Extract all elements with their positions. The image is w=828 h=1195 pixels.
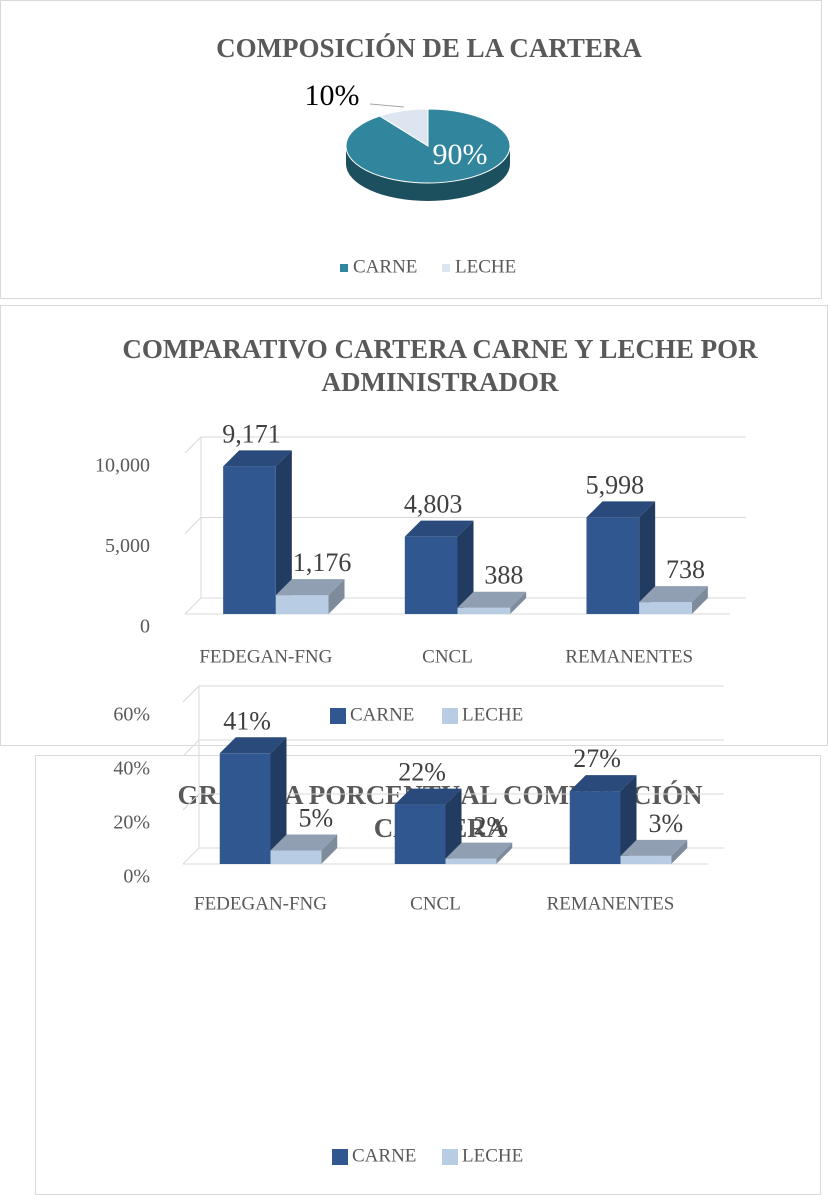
bar-side bbox=[496, 842, 513, 864]
grid-line bbox=[182, 793, 724, 811]
bar-top bbox=[270, 834, 338, 851]
panel bbox=[0, 305, 828, 746]
legend-label: LECHE bbox=[462, 704, 523, 725]
grid-line bbox=[182, 739, 724, 757]
legend-swatch bbox=[442, 708, 458, 724]
chart-title: COMPARATIVO CARTERA CARNE Y LECHE POR AD… bbox=[122, 334, 758, 397]
y-tick-label: 10,000 bbox=[95, 455, 150, 477]
chart-title: COMPOSICIÓN DE LA CARTERA bbox=[216, 33, 642, 63]
y-tick-label: 40% bbox=[113, 758, 150, 780]
legend-label: CARNE bbox=[352, 1145, 416, 1166]
data-label: 738 bbox=[666, 555, 705, 584]
bar-top bbox=[569, 775, 637, 792]
legend-label: CARNE bbox=[350, 704, 414, 725]
grid-line bbox=[184, 436, 746, 454]
legend-swatch bbox=[330, 708, 346, 724]
bar bbox=[639, 602, 692, 614]
bar-side bbox=[328, 579, 345, 614]
data-label: 4,803 bbox=[404, 490, 463, 519]
grid-line bbox=[182, 685, 724, 703]
x-tick-label: FEDEGAN-FNG bbox=[194, 893, 327, 914]
bar bbox=[219, 753, 271, 864]
bar bbox=[394, 804, 446, 864]
grid-line bbox=[184, 517, 746, 534]
bar-top bbox=[457, 591, 527, 608]
bar-top bbox=[639, 586, 708, 603]
x-tick-label: REMANENTES bbox=[565, 646, 693, 667]
data-label: 5,998 bbox=[586, 470, 645, 499]
legend-swatch bbox=[442, 1149, 458, 1165]
data-label: 22% bbox=[398, 758, 446, 787]
bar-side bbox=[510, 591, 527, 614]
legend-label: CARNE bbox=[353, 256, 417, 277]
bar-side bbox=[671, 839, 688, 864]
bar-top bbox=[586, 501, 656, 518]
bar bbox=[620, 855, 672, 864]
legend-swatch bbox=[340, 264, 348, 272]
bar-side bbox=[321, 834, 338, 864]
data-label: 2% bbox=[474, 812, 509, 841]
bar-side bbox=[457, 520, 474, 614]
bar-top bbox=[620, 839, 688, 856]
legend-swatch bbox=[332, 1149, 348, 1165]
x-tick-label: FEDEGAN-FNG bbox=[199, 646, 332, 667]
data-label: 1,176 bbox=[293, 548, 352, 577]
bar-side bbox=[270, 737, 287, 864]
data-label: 3% bbox=[649, 809, 684, 838]
data-label: 5% bbox=[299, 803, 334, 832]
x-tick-label: CNCL bbox=[422, 646, 473, 667]
bar-side bbox=[275, 450, 292, 614]
bar bbox=[586, 517, 640, 614]
x-tick-label: CNCL bbox=[410, 893, 461, 914]
bar-top bbox=[275, 579, 345, 596]
bar bbox=[275, 595, 329, 614]
bar bbox=[404, 536, 458, 614]
legend-label: LECHE bbox=[462, 1145, 523, 1166]
bar-side bbox=[620, 775, 637, 864]
bar bbox=[223, 466, 276, 614]
data-label: 90% bbox=[433, 138, 488, 171]
pie-slice bbox=[378, 108, 429, 147]
y-tick-label: 60% bbox=[113, 704, 150, 726]
bar-top bbox=[219, 737, 287, 754]
y-tick-label: 5,000 bbox=[105, 535, 150, 557]
bar-top bbox=[223, 450, 292, 467]
bar bbox=[457, 607, 511, 614]
grid-line bbox=[184, 597, 746, 615]
bar bbox=[445, 858, 497, 864]
bar-side bbox=[445, 788, 462, 864]
y-tick-label: 0% bbox=[123, 866, 150, 888]
data-label: 27% bbox=[573, 744, 621, 773]
x-tick-label: REMANENTES bbox=[547, 893, 675, 914]
bar bbox=[270, 850, 322, 864]
bar-top bbox=[404, 520, 474, 537]
legend-label: LECHE bbox=[455, 256, 516, 277]
bar-top bbox=[394, 788, 462, 805]
data-label: 41% bbox=[223, 706, 271, 735]
grid-line bbox=[182, 847, 724, 865]
leader-line bbox=[369, 103, 405, 108]
y-tick-label: 20% bbox=[113, 812, 150, 834]
pie-side bbox=[346, 146, 510, 201]
bar-top bbox=[445, 842, 513, 859]
data-label: 10% bbox=[305, 79, 360, 112]
legend-swatch bbox=[442, 264, 450, 272]
data-label: 9,171 bbox=[222, 419, 281, 448]
bar-side bbox=[691, 586, 708, 614]
bar bbox=[569, 791, 621, 864]
bar-side bbox=[639, 501, 656, 614]
y-tick-label: 0 bbox=[140, 616, 150, 638]
data-label: 388 bbox=[484, 561, 523, 590]
